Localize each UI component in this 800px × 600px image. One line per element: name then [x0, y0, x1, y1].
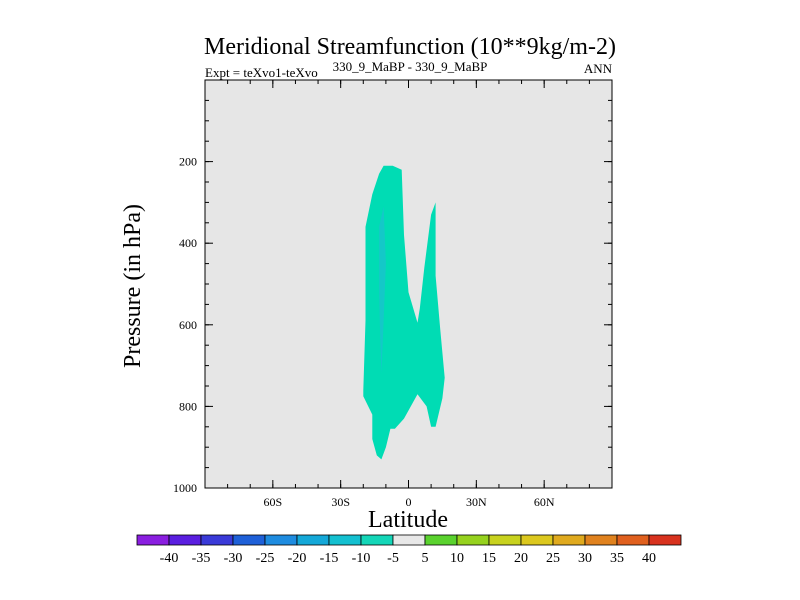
contour-region-band-minus10-core [379, 206, 386, 374]
x-tick-label: 30N [466, 495, 487, 509]
colorbar-label: -10 [352, 551, 371, 566]
colorbar-label: -15 [320, 551, 339, 566]
y-tick-label: 400 [179, 236, 197, 250]
colorbar-label: 35 [610, 551, 624, 566]
colorbar-label: -35 [192, 551, 211, 566]
minor-ticks [204, 79, 613, 489]
colorbar-swatch [392, 534, 426, 546]
colorbar-swatch [424, 534, 458, 546]
colorbar-swatch [200, 534, 234, 546]
colorbar [136, 534, 682, 546]
colorbar-label: 20 [514, 551, 528, 566]
colorbar-label: 15 [482, 551, 496, 566]
y-tick-label: 800 [179, 399, 197, 413]
colorbar-label: -40 [160, 551, 179, 566]
colorbar-swatch [456, 534, 490, 546]
colorbar-swatch [136, 534, 170, 546]
colorbar-label: -30 [224, 551, 243, 566]
colorbar-swatch [360, 534, 394, 546]
colorbar-swatch [168, 534, 202, 546]
x-tick-label: 60N [534, 495, 555, 509]
x-axis-label: Latitude [368, 507, 448, 533]
chart-subtitle-left: Expt = teXvo1-teXvo [205, 65, 318, 80]
colorbar-swatch [488, 534, 522, 546]
colorbar-swatch [328, 534, 362, 546]
colorbar-swatch [296, 534, 330, 546]
colorbar-label: 40 [642, 551, 656, 566]
colorbar-label: -25 [256, 551, 275, 566]
colorbar-swatch [648, 534, 682, 546]
colorbar-swatch [616, 534, 650, 546]
colorbar-labels: -40 -35 -30 -25 -20 -15 -10 -5 5 10 15 20 25 30 35 40 [160, 551, 656, 566]
y-axis-label: Pressure (in hPa) [120, 204, 146, 368]
colorbar-label: 10 [450, 551, 464, 566]
colorbar-label: 5 [422, 551, 429, 566]
colorbar-swatch [584, 534, 618, 546]
chart-subtitle-center: 330_9_MaBP - 330_9_MaBP [333, 59, 488, 74]
y-ticks: 200 400 600 800 1000 [173, 155, 612, 495]
x-tick-label: 30S [331, 495, 350, 509]
chart-subtitle-right: ANN [584, 61, 613, 76]
colorbar-swatch [552, 534, 586, 546]
x-tick-label: 0 [406, 495, 412, 509]
y-tick-label: 600 [179, 318, 197, 332]
plot-background [205, 80, 612, 488]
colorbar-swatch [232, 534, 266, 546]
colorbar-label: -20 [288, 551, 307, 566]
chart-title: Meridional Streamfunction (10**9kg/m-2) [204, 34, 616, 60]
colorbar-swatch [264, 534, 298, 546]
y-tick-label: 200 [179, 155, 197, 169]
colorbar-label: 25 [546, 551, 560, 566]
x-tick-label: 60S [263, 495, 282, 509]
y-tick-label: 1000 [173, 481, 197, 495]
colorbar-label: -5 [387, 551, 399, 566]
colorbar-label: 30 [578, 551, 592, 566]
colorbar-swatch [520, 534, 554, 546]
contour-regions [363, 165, 445, 460]
